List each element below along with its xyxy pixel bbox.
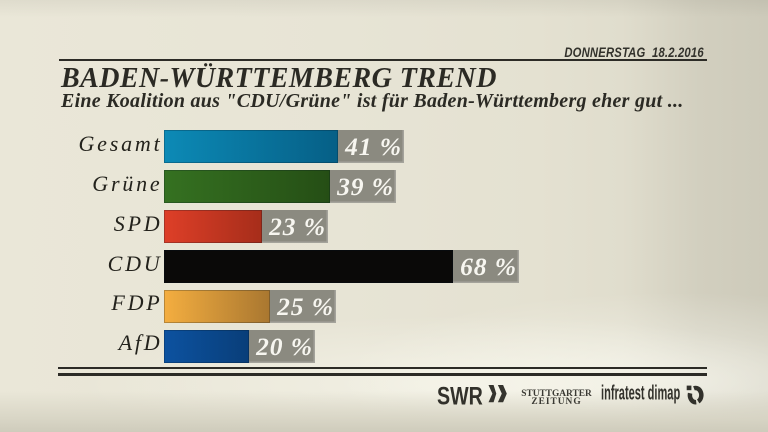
svg-text:SWR: SWR [437,382,483,410]
svg-text:infratest dimap: infratest dimap [601,382,680,404]
